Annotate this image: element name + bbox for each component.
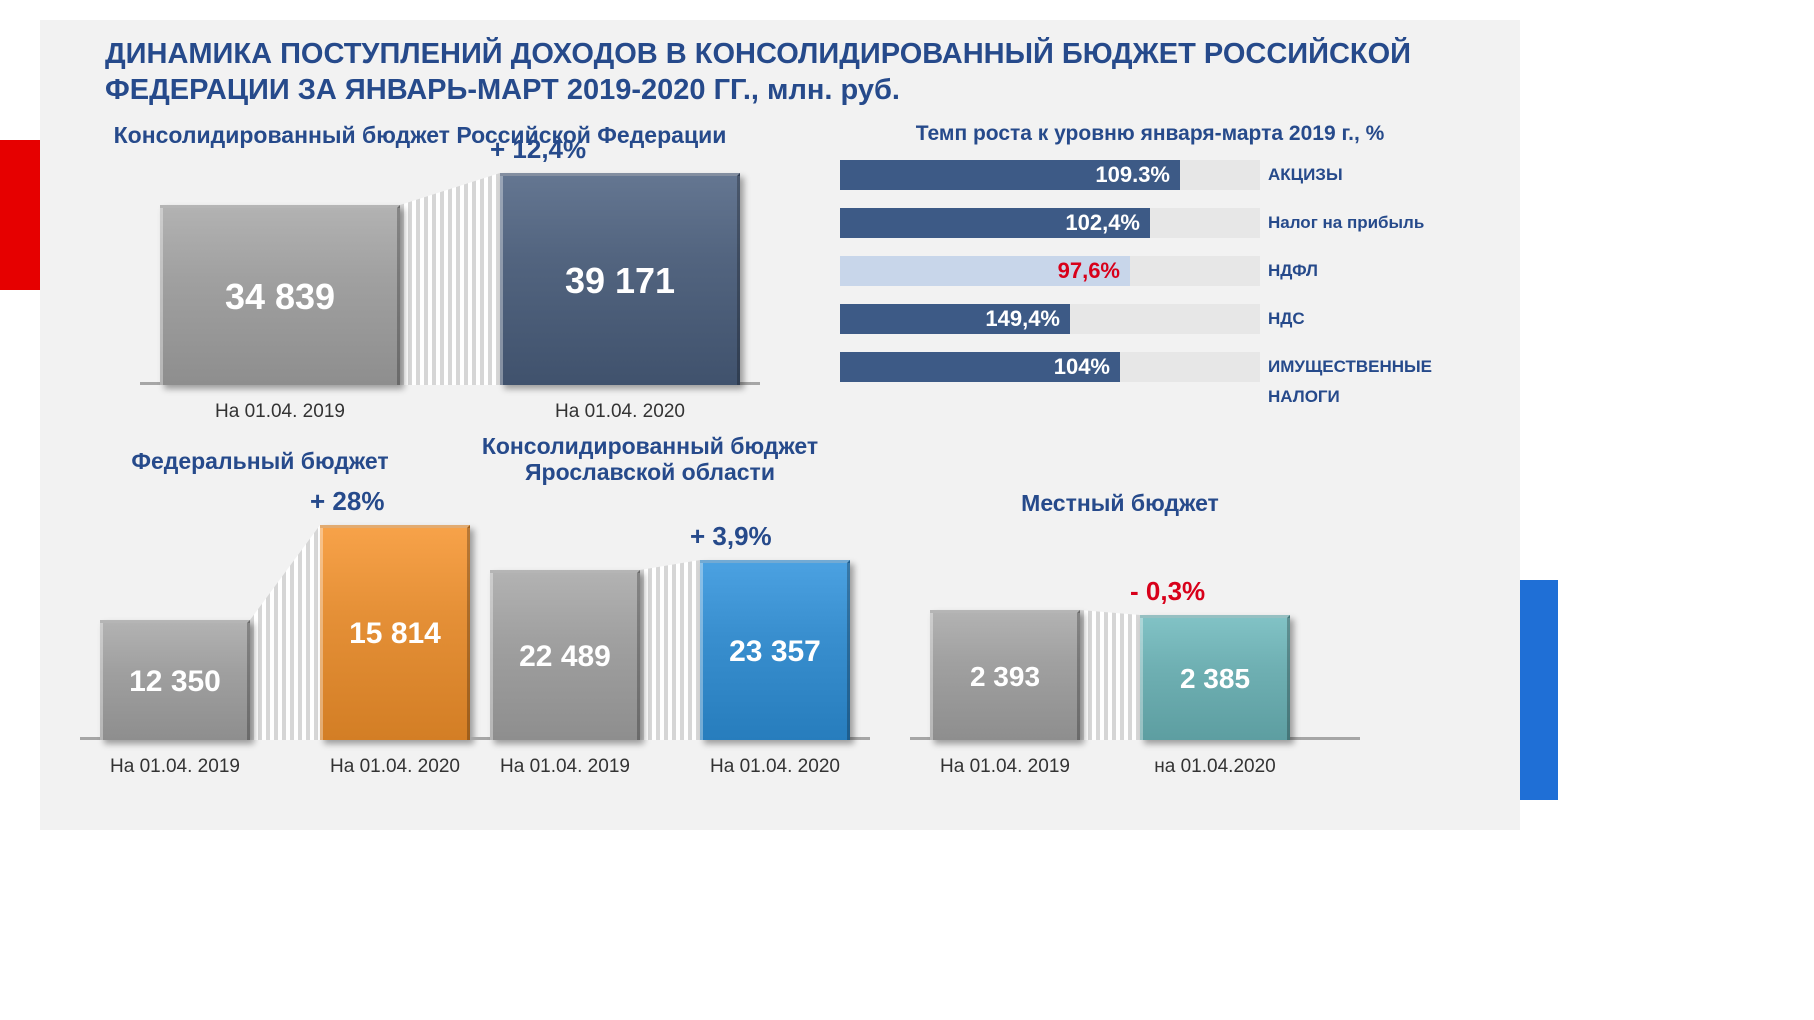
growth-row: 102,4% Налог на прибыль [840, 204, 1480, 244]
bar: 2 393 [930, 610, 1080, 740]
chart-federal: 12 350На 01.04. 201915 814На 01.04. 2020… [80, 520, 480, 740]
bar-value: 2 393 [970, 661, 1040, 693]
bar-value: 2 385 [1180, 663, 1250, 695]
chart-consolidated: 34 839На 01.04. 201939 171На 01.04. 2020… [140, 170, 760, 385]
change-label: - 0,3% [1130, 576, 1205, 607]
chart-regional: 22 489На 01.04. 201923 357На 01.04. 2020… [470, 520, 870, 740]
growth-label: НДФЛ [1268, 256, 1318, 286]
bar-value: 34 839 [225, 276, 335, 318]
growth-pct: 149,4% [840, 304, 1070, 334]
bar-value: 15 814 [349, 617, 441, 651]
bar-value: 12 350 [129, 665, 221, 699]
chart-local: 2 393На 01.04. 20192 385на 01.04.2020- 0… [910, 520, 1360, 740]
growth-row: 149,4% НДС [840, 300, 1480, 340]
bar-xlabel: На 01.04. 2020 [665, 756, 885, 778]
subtitle-federal: Федеральный бюджет [85, 448, 435, 475]
bar-xlabel: На 01.04. 2019 [455, 756, 675, 778]
growth-pct: 109.3% [840, 160, 1180, 190]
bar-xlabel: На 01.04. 2019 [170, 401, 390, 423]
growth-bars: 109.3% АКЦИЗЫ 102,4% Налог на прибыль 97,6% Н… [840, 156, 1480, 396]
bar-value: 22 489 [519, 640, 611, 674]
bar: 23 357 [700, 560, 850, 740]
accent-red-stripe [0, 140, 40, 290]
growth-pct: 104% [840, 352, 1120, 382]
page-title: ДИНАМИКА ПОСТУПЛЕНИЙ ДОХОДОВ В КОНСОЛИДИ… [105, 36, 1425, 109]
growth-pct: 102,4% [840, 208, 1150, 238]
bar: 22 489 [490, 570, 640, 740]
bar-xlabel: На 01.04. 2020 [510, 401, 730, 423]
bar-value: 23 357 [729, 635, 821, 669]
change-label: + 28% [310, 486, 384, 517]
growth-row: 104% ИМУЩЕСТВЕННЫЕ НАЛОГИ [840, 348, 1480, 388]
bar-value: 39 171 [565, 260, 675, 302]
bar-xlabel: на 01.04.2020 [1105, 756, 1325, 778]
bar: 34 839 [160, 205, 400, 385]
growth-label: АКЦИЗЫ [1268, 160, 1343, 190]
subtitle-regional: Консолидированный бюджет Ярославской обл… [470, 433, 830, 486]
growth-row: 109.3% АКЦИЗЫ [840, 156, 1480, 196]
bar-xlabel: На 01.04. 2019 [895, 756, 1115, 778]
growth-label: НДС [1268, 304, 1305, 334]
bar: 12 350 [100, 620, 250, 740]
bar: 15 814 [320, 525, 470, 740]
subtitle-local: Местный бюджет [910, 490, 1330, 517]
growth-label: Налог на прибыль [1268, 208, 1424, 238]
bar: 2 385 [1140, 615, 1290, 740]
change-label: + 3,9% [690, 521, 772, 552]
growth-label: ИМУЩЕСТВЕННЫЕ НАЛОГИ [1268, 352, 1480, 382]
bar-xlabel: На 01.04. 2019 [65, 756, 285, 778]
subtitle-growth: Темп роста к уровню января-марта 2019 г.… [850, 122, 1450, 146]
accent-blue-stripe [1520, 580, 1558, 800]
bar: 39 171 [500, 173, 740, 385]
change-label: + 12,4% [490, 134, 586, 165]
growth-pct: 97,6% [840, 256, 1130, 286]
subtitle-consolidated: Консолидированный бюджет Российской Феде… [100, 122, 740, 149]
growth-row: 97,6% НДФЛ [840, 252, 1480, 292]
slide-canvas: ДИНАМИКА ПОСТУПЛЕНИЙ ДОХОДОВ В КОНСОЛИДИ… [40, 20, 1520, 830]
